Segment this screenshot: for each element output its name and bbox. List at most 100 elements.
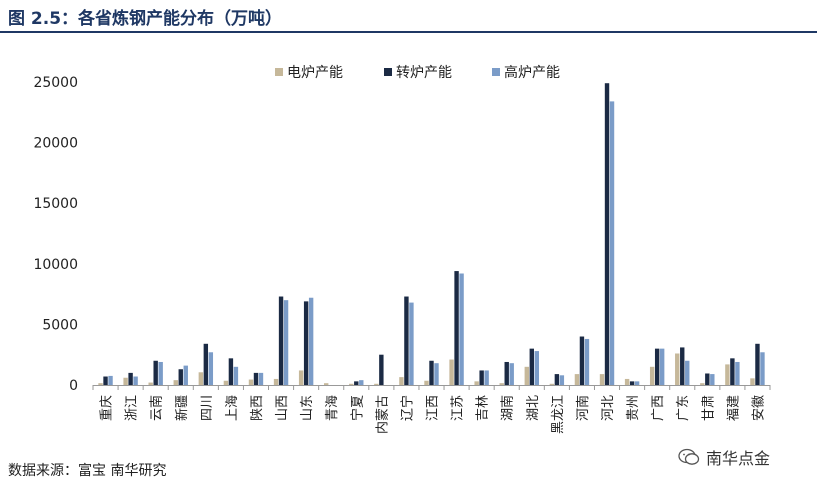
bar xyxy=(133,376,138,385)
bar xyxy=(534,351,539,385)
bar xyxy=(173,380,178,385)
bar xyxy=(208,352,214,385)
y-tick-label: 10000 xyxy=(33,257,78,273)
bar xyxy=(710,374,715,385)
bar xyxy=(549,383,555,385)
source-note: 数据来源：富宝 南华研究 xyxy=(8,463,167,479)
x-tick-label: 辽宁 xyxy=(399,395,415,421)
bar xyxy=(298,370,304,385)
bar xyxy=(308,297,314,385)
x-tick-label: 广东 xyxy=(676,395,691,421)
wechat-icon xyxy=(678,448,700,465)
x-tick-label: 江西 xyxy=(426,395,441,421)
x-tick-label: 安徽 xyxy=(751,395,766,421)
bar xyxy=(449,359,454,385)
x-tick-label: 青海 xyxy=(325,395,340,421)
x-tick-label: 湖南 xyxy=(500,395,516,421)
x-tick-label: 江苏 xyxy=(450,395,466,421)
x-tick-label: 宁夏 xyxy=(349,395,365,421)
bar xyxy=(233,366,239,385)
bar xyxy=(158,361,163,385)
bar xyxy=(228,358,234,385)
bar xyxy=(750,378,755,385)
bar xyxy=(529,348,534,385)
bar xyxy=(584,338,590,385)
bar xyxy=(103,376,108,385)
x-tick-label: 重庆 xyxy=(99,395,115,421)
bar xyxy=(499,383,504,385)
bar xyxy=(399,377,404,385)
bar xyxy=(735,361,740,385)
bar xyxy=(705,373,710,385)
y-tick-label: 25000 xyxy=(33,75,78,91)
bar xyxy=(675,353,680,385)
bar xyxy=(253,372,259,385)
bar xyxy=(609,101,615,385)
x-tick-label: 吉林 xyxy=(476,395,491,421)
bar xyxy=(554,374,560,385)
bar xyxy=(148,382,153,385)
bar xyxy=(354,381,359,385)
bar xyxy=(404,296,409,385)
bar xyxy=(685,360,690,385)
bar xyxy=(604,83,610,385)
bar xyxy=(123,377,128,385)
bar xyxy=(273,378,279,385)
bar xyxy=(454,271,459,385)
x-tick-label: 陕西 xyxy=(250,395,265,421)
legend-label: 转炉产能 xyxy=(396,65,452,81)
x-tick-label: 新疆 xyxy=(174,395,190,421)
bar xyxy=(725,364,730,385)
bar xyxy=(574,374,580,385)
bar xyxy=(524,366,529,385)
bar xyxy=(624,378,630,385)
x-tick-label: 山东 xyxy=(300,395,315,421)
bar xyxy=(649,366,655,385)
bar xyxy=(198,372,204,385)
y-tick-label: 0 xyxy=(69,378,78,394)
bar xyxy=(424,380,429,385)
x-tick-label: 黑龙江 xyxy=(551,395,566,434)
x-tick-label: 甘肃 xyxy=(701,395,716,421)
x-tick-label: 福建 xyxy=(726,395,741,421)
x-tick-label: 广西 xyxy=(651,395,666,421)
x-tick-label: 河南 xyxy=(575,395,591,421)
chart-title: 图 2.5：各省炼钢产能分布（万吨） xyxy=(8,9,283,29)
bar xyxy=(324,383,329,385)
legend-swatch xyxy=(384,68,392,76)
bar xyxy=(559,375,565,385)
bar xyxy=(479,370,484,385)
bar xyxy=(760,352,765,385)
x-tick-label: 浙江 xyxy=(125,395,140,421)
bar xyxy=(178,369,183,385)
x-tick-label: 山西 xyxy=(275,395,290,421)
bar xyxy=(484,370,489,385)
bar xyxy=(504,361,509,385)
title-divider xyxy=(0,31,817,33)
bar xyxy=(429,360,434,385)
y-tick-label: 5000 xyxy=(42,317,78,333)
bar xyxy=(349,383,354,385)
y-tick-label: 15000 xyxy=(33,196,78,212)
bar xyxy=(700,383,705,385)
bar xyxy=(459,273,464,385)
bar xyxy=(278,296,284,385)
bar xyxy=(434,363,439,385)
legend-label: 电炉产能 xyxy=(287,65,343,81)
bar xyxy=(634,381,640,385)
x-tick-label: 贵州 xyxy=(626,395,641,421)
bar xyxy=(258,372,264,385)
bar xyxy=(730,358,735,385)
x-tick-label: 云南 xyxy=(149,395,165,421)
bar xyxy=(183,365,188,385)
bar xyxy=(359,380,364,385)
bar xyxy=(203,343,209,385)
bar xyxy=(409,302,414,385)
y-tick-label: 20000 xyxy=(33,136,78,152)
bar xyxy=(303,301,309,385)
watermark: 南华点金 xyxy=(678,445,770,469)
bar xyxy=(579,336,585,385)
bar xyxy=(248,379,254,385)
bar xyxy=(474,381,479,385)
